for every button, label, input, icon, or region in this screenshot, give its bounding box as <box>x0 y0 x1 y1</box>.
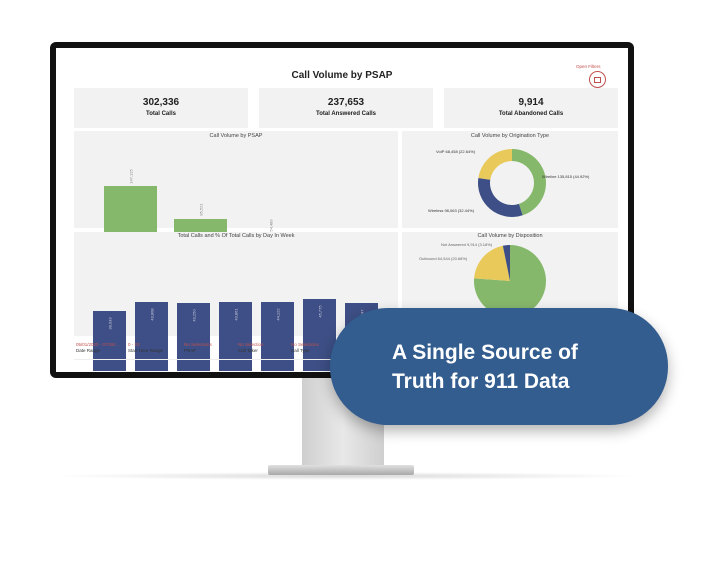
monitor-shadow <box>50 472 640 480</box>
slice-label: Wireless 98,063 (32.44%) <box>428 208 475 213</box>
filter-item[interactable]: 0 - 23 Start Hour Range <box>128 342 163 353</box>
kpi-value: 9,914 <box>518 97 544 108</box>
kpi-value: 302,336 <box>142 97 180 108</box>
slice-label: Wireline 135,815 (44.92%) <box>542 174 590 179</box>
filter-label: Start Hour Range <box>128 348 164 353</box>
pie-svg <box>474 245 546 317</box>
filter-label: Call Taker <box>238 348 258 353</box>
filter-label: Call Type <box>291 348 310 353</box>
dashboard-screen: Call Volume by PSAP Open Filters 302,336… <box>56 48 628 372</box>
chart-title: Total Calls and % Of Total Calls by Day … <box>177 233 295 239</box>
data-label: 38,033 <box>107 317 112 330</box>
kpi-value: 237,653 <box>327 97 365 108</box>
data-label: 85,521 <box>198 203 203 216</box>
filter-icon[interactable] <box>589 71 606 88</box>
slice-not-answered <box>502 245 510 281</box>
slice-label: Not Answered 9,914 (3.18%) <box>441 242 493 247</box>
filter-item[interactable]: 05/01/2020 - 07/18/... Date Range <box>76 342 119 353</box>
filter-label: Date Range <box>76 348 101 353</box>
data-label: 44,122 <box>275 307 280 321</box>
data-label: 43,808 <box>149 308 154 321</box>
kpi-label: Total Answered Calls <box>315 111 376 117</box>
filter-item[interactable]: No Selections PSAP <box>184 342 212 353</box>
disposition-pie-chart: Call Volume by Disposition Outbound 64,54… <box>402 232 618 322</box>
slice-wireline <box>512 149 546 216</box>
page-title: Call Volume by PSAP <box>291 70 393 81</box>
open-filters-link[interactable]: Open Filters <box>576 64 601 69</box>
filter-value: 0 - 23 <box>128 342 140 347</box>
slice-outbound <box>474 245 510 281</box>
filter-value: No Selection <box>238 342 264 347</box>
kpi-card-abandoned: 9,914 Total Abandoned Calls <box>444 88 618 128</box>
kpi-label: Total Abandoned Calls <box>498 111 564 117</box>
filter-value: No Selections <box>184 342 212 347</box>
kpi-label: Total Calls <box>146 111 176 117</box>
day-of-week-bar-chart: Total Calls and % Of Total Calls by Day … <box>74 232 398 371</box>
data-label: 45,775 <box>317 305 322 318</box>
chart-title: Call Volume by Origination Type <box>470 133 550 139</box>
kpi-card-answered: 237,653 Total Answered Calls <box>259 88 433 128</box>
pie-svg <box>478 149 546 217</box>
callout-line-2: Truth for 911 Data <box>392 369 570 393</box>
callout-line-1: A Single Source of <box>392 340 578 364</box>
data-label: 43,861 <box>233 308 238 321</box>
origination-donut-chart: Call Volume by Origination Type Wireline … <box>402 131 618 228</box>
slice-voip <box>478 149 512 180</box>
filter-item[interactable]: No Selections Call Type <box>291 342 319 353</box>
filter-value: 05/01/2020 - 07/18/... <box>76 342 119 347</box>
chart-title: Call Volume by PSAP <box>209 133 263 139</box>
chart-title: Call Volume by Disposition <box>477 233 543 239</box>
data-label: 43,250 <box>191 309 196 322</box>
filter-value: No Selections <box>291 342 319 347</box>
filter-item[interactable]: No Selection Call Taker <box>238 342 264 353</box>
slice-wireless <box>478 177 523 217</box>
kpi-card-total-calls: 302,336 Total Calls <box>74 88 248 128</box>
monitor-base <box>268 465 414 475</box>
bar <box>93 311 126 371</box>
callout-banner: A Single Source of Truth for 911 Data <box>330 308 668 425</box>
slice-label: VoIP 68,458 (22.64%) <box>436 149 476 154</box>
data-label: 147,125 <box>128 169 133 184</box>
filter-bar: 05/01/2020 - 07/18/... Date Range 0 - 23 St… <box>74 338 474 360</box>
psap-bar-chart: Call Volume by PSAPPSAP C147,125PSAP A85… <box>74 131 398 272</box>
slice-label: Outbound 64,544 (20.68%) <box>419 256 468 261</box>
filter-label: PSAP <box>184 348 197 353</box>
